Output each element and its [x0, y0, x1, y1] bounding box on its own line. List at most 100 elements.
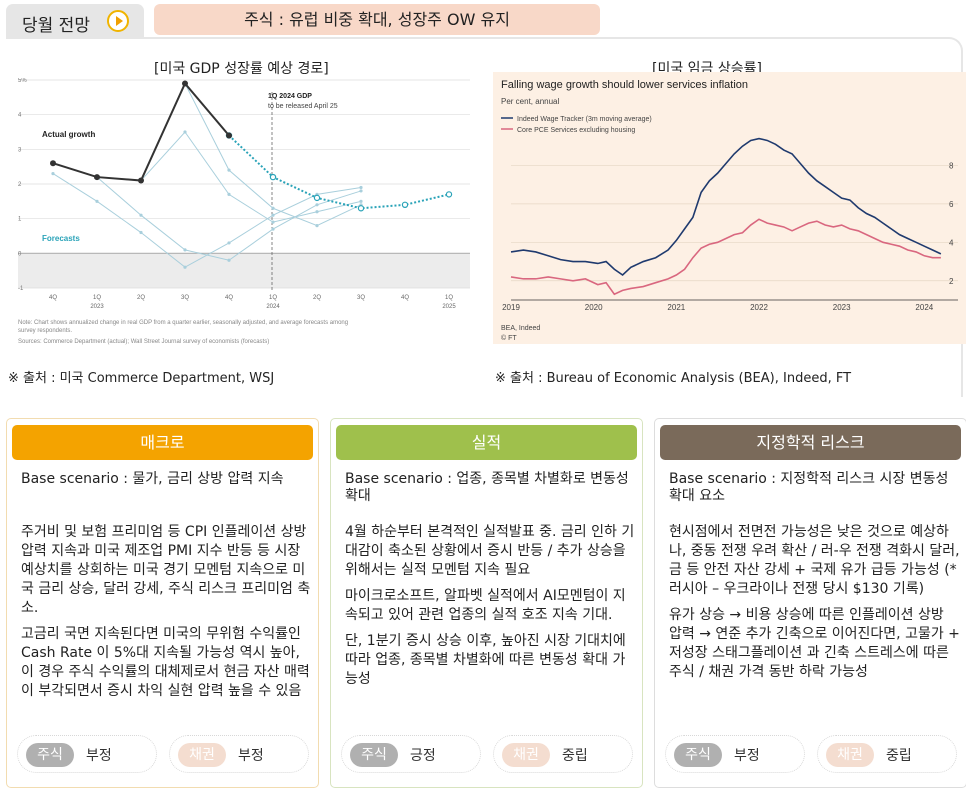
gdp-x-ticks: 4Q 1Q 2023 2Q 3Q 4Q 1Q 2024 2Q 3Q 4Q 1Q 2025 — [49, 295, 456, 310]
gdp-vintage-point — [315, 210, 319, 214]
actual-growth-label: Actual growth — [42, 130, 95, 139]
gdp-x-tick-label: 3Q — [181, 295, 189, 301]
negative-zone-band — [18, 252, 470, 288]
headline-banner: 주식 : 유럽 비중 확대, 성장주 OW 유지 — [154, 4, 600, 35]
legend-label-indeed: Indeed Wage Tracker (3m moving average) — [517, 116, 652, 123]
macro-stock-view: 주식 부정 — [17, 735, 157, 773]
geopolitical-paragraph: 유가 상승 → 비용 상승에 따른 인플레이션 상방 압력 → 연준 추가 긴축… — [669, 607, 960, 680]
section-tab[interactable]: 당월 전망 — [6, 4, 144, 38]
gdp-vintage-point — [359, 199, 363, 203]
section-tab-label: 당월 전망 — [22, 16, 90, 36]
macro-body: 주거비 및 보험 프리미엄 등 CPI 인플레이션 상방 압력 지속과 미국 제… — [21, 523, 313, 708]
gdp-vintage-point — [95, 199, 99, 203]
gdp-actual-point — [138, 177, 144, 184]
gdp-y-tick-label: 1 — [18, 217, 22, 223]
gdp-vintage-point — [227, 192, 231, 196]
gdp-vintage-point — [359, 189, 363, 193]
bond-view-value: 부정 — [238, 748, 264, 764]
earnings-paragraph: 단, 1분기 증시 상승 이후, 높아진 시장 기대치에 따라 업종, 종목별 … — [345, 633, 626, 687]
gdp-source-note: ※ 출처 : 미국 Commerce Department, WSJ — [8, 371, 275, 386]
macro-bond-view: 채권 부정 — [169, 735, 309, 773]
gdp-vintage-point — [139, 230, 143, 235]
earnings-panel-title: 실적 — [336, 425, 637, 460]
gdp-x-tick-label: 4Q — [225, 295, 233, 301]
gdp-y-tick-label: 2 — [18, 182, 22, 188]
macro-panel: 매크로 Base scenario : 물가, 금리 상방 압력 지속 주거비 … — [6, 418, 319, 788]
gdp-y-tick-label: 5% — [18, 78, 27, 84]
earnings-base-scenario: Base scenario : 업종, 종목별 차별화로 변동성 확대 — [345, 471, 629, 504]
wage-source-note: ※ 출처 : Bureau of Economic Analysis (BEA)… — [495, 371, 852, 386]
play-icon[interactable] — [107, 10, 129, 32]
gdp-chart-title: [미국 GDP 성장률 예상 경로] — [154, 61, 329, 77]
gdp-vintage-point — [183, 130, 187, 134]
earnings-paragraph: 4월 하순부터 본격적인 실적발표 중. 금리 인하 기대감이 축소된 상황에서… — [345, 524, 635, 578]
gdp-actual-point — [94, 174, 100, 181]
bond-view-value: 중립 — [886, 748, 912, 764]
earnings-stock-view: 주식 긍정 — [341, 735, 481, 773]
gdp-series-group — [50, 80, 453, 269]
gdp-forecast-point — [401, 201, 409, 209]
wage-x-tick-label: 2020 — [585, 303, 603, 312]
bond-view-value: 중립 — [562, 748, 588, 764]
gdp-forecast-point — [313, 194, 321, 202]
gdp-x-tick-label: 1Q — [269, 295, 277, 301]
stock-view-value: 부정 — [734, 748, 760, 764]
wage-x-tick-label: 2022 — [750, 303, 768, 312]
macro-base-scenario: Base scenario : 물가, 금리 상방 압력 지속 — [21, 471, 284, 487]
gdp-vintage-point — [227, 241, 231, 245]
bond-tag: 채권 — [178, 743, 226, 767]
gdp-vintage-point — [227, 168, 231, 172]
gdp-vintage-point — [271, 213, 275, 217]
gdp-vintage-point — [227, 258, 231, 262]
earnings-body: 4월 하순부터 본격적인 실적발표 중. 금리 인하 기대감이 축소된 상황에서… — [345, 523, 637, 696]
geopolitical-body: 현시점에서 전면전 가능성은 낮은 것으로 예상하나, 중동 전쟁 우려 확산 … — [669, 523, 961, 689]
gdp-x-tick-label: 1Q — [445, 295, 453, 301]
wage-figure-title: Falling wage growth should lower service… — [501, 79, 748, 91]
geopolitical-bond-view: 채권 중립 — [817, 735, 957, 773]
macro-paragraph: 고금리 국면 지속된다면 미국의 무위험 수익률인 Cash Rate 이 5%… — [21, 626, 310, 699]
wage-x-tick-label: 2023 — [833, 303, 851, 312]
gdp-gridlines — [18, 79, 470, 289]
wage-y-tick-label: 2 — [949, 277, 954, 286]
gdp-vintage-point — [139, 213, 143, 217]
stock-tag: 주식 — [350, 743, 398, 767]
wage-sources: BEA, Indeed — [501, 325, 540, 332]
gdp-vintage-point — [51, 172, 55, 176]
gdp-forecast-point — [357, 205, 365, 212]
gdp-vintage-point — [271, 220, 275, 224]
gdp-x-tick-sublabel: 2023 — [90, 304, 104, 310]
earnings-bond-view: 채권 중립 — [493, 735, 633, 773]
legend-label-pce: Core PCE Services excluding housing — [517, 127, 635, 134]
gdp-vintage-point — [271, 206, 275, 210]
release-title: 1Q 2024 GDP — [268, 93, 312, 100]
stock-view-value: 부정 — [86, 748, 112, 764]
gdp-actual-point — [226, 132, 232, 139]
stock-view-value: 긍정 — [410, 748, 436, 764]
geopolitical-panel-title: 지정학적 리스크 — [660, 425, 961, 460]
gdp-vintage-point — [359, 185, 363, 190]
wage-x-ticks: 2019 2020 2021 2022 2023 2024 — [502, 303, 934, 312]
wage-credit: © FT — [501, 334, 517, 342]
macro-paragraph: 주거비 및 보험 프리미엄 등 CPI 인플레이션 상방 압력 지속과 미국 제… — [21, 524, 311, 616]
gdp-chart: 5% 4 3 2 1 0 -1 4Q 1Q 2023 2Q 3Q 4Q 1Q 2024 2Q 3Q 4Q 1Q 20… — [18, 78, 470, 345]
wage-y-tick-label: 4 — [949, 238, 954, 247]
gdp-y-tick-label: 4 — [18, 113, 22, 119]
gdp-y-tick-label: 3 — [18, 147, 22, 153]
earnings-paragraph: 마이크로소프트, 알파벳 실적에서 AI모멘텀이 지속되고 있어 관련 업종의 … — [345, 588, 626, 623]
gdp-y-tick-label: 0 — [18, 251, 22, 257]
forecasts-label: Forecasts — [42, 234, 80, 243]
geopolitical-base-scenario: Base scenario : 지정학적 리스크 시장 변동성 확대 요소 — [669, 471, 949, 504]
stock-tag: 주식 — [674, 743, 722, 767]
wage-x-tick-label: 2024 — [915, 303, 933, 312]
gdp-vintage-point — [183, 265, 187, 269]
wage-x-tick-label: 2019 — [502, 303, 520, 312]
gdp-forecast-point — [269, 173, 277, 181]
gdp-y-ticks: 5% 4 3 2 1 0 -1 — [18, 78, 27, 292]
release-subtitle: to be released April 25 — [268, 103, 338, 110]
geopolitical-panel: 지정학적 리스크 Base scenario : 지정학적 리스크 시장 변동성… — [654, 418, 966, 788]
stock-tag: 주식 — [26, 743, 74, 767]
gdp-actual-point — [182, 80, 188, 87]
gdp-sources: Sources: Commerce Department (actual); W… — [18, 339, 269, 345]
wage-y-ticks: 8 6 4 2 — [949, 161, 954, 285]
indeed-wage-line — [510, 137, 942, 277]
